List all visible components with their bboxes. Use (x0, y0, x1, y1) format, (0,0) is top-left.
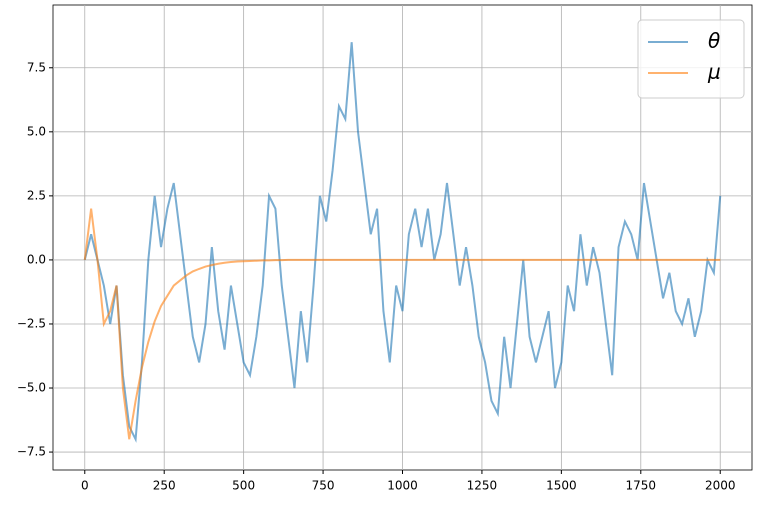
x-tick-label: 1750 (626, 479, 657, 493)
x-tick-label: 0 (81, 479, 89, 493)
y-tick-label: −5.0 (17, 381, 46, 395)
x-tick-label: 500 (232, 479, 255, 493)
y-tick-label: 7.5 (27, 60, 46, 74)
y-tick-label: −7.5 (17, 445, 46, 459)
x-tick-label: 1250 (467, 479, 498, 493)
y-tick-label: 0.0 (27, 252, 46, 266)
series-line (83, 42, 722, 443)
y-tick-label: 2.5 (27, 188, 46, 202)
x-tick-label: 750 (312, 479, 335, 493)
x-tick-label: 1000 (387, 479, 418, 493)
y-tick-label: 5.0 (27, 124, 46, 138)
legend-box (637, 19, 745, 99)
x-tick-label: 1500 (546, 479, 577, 493)
legend-label: μ (707, 60, 721, 84)
y-tick-label: −2.5 (17, 316, 46, 330)
series-line (83, 208, 721, 440)
x-tick-label: 250 (153, 479, 176, 493)
legend-label: θ (708, 29, 720, 53)
x-tick-label: 2000 (705, 479, 736, 493)
